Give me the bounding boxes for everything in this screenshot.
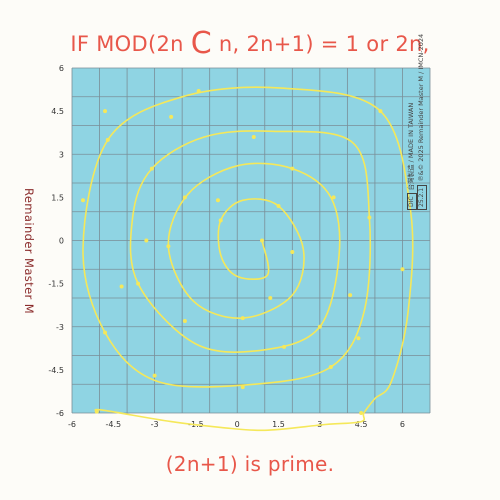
x-tick-label: -6 (68, 420, 76, 429)
spiral-point (282, 344, 287, 349)
spiral-point (356, 336, 361, 341)
spiral-point (136, 281, 141, 286)
spiral-point (359, 411, 364, 415)
credits-date-badge: 25.2.1 (417, 184, 427, 210)
spiral-point (215, 198, 220, 203)
spiral-point (182, 319, 187, 323)
x-tick-label: 4.5 (355, 420, 368, 429)
spiral-point (400, 267, 405, 272)
spiral-point (152, 373, 157, 378)
headline-after: n, 2n+1) = 1 or 2n, (211, 32, 430, 56)
spiral-point (94, 409, 99, 414)
spiral-point (103, 330, 108, 335)
spiral-point (276, 204, 281, 208)
spiral-point (218, 218, 223, 223)
spiral-point (182, 195, 187, 200)
spiral-point (317, 324, 322, 329)
y-tick-label: 6 (59, 64, 64, 73)
headline-big-letter: C (190, 26, 212, 61)
spiral-point (290, 166, 295, 171)
x-tick-label: 1.5 (272, 420, 285, 429)
footline: (2n+1) is prime. (165, 452, 335, 476)
spiral-point (169, 114, 174, 119)
x-tick-label: -4.5 (106, 420, 122, 429)
y-tick-label: 3 (59, 150, 64, 159)
x-tick-label: 6 (400, 420, 405, 429)
side-title: Remainder Master M (22, 187, 36, 315)
spiral-point (240, 316, 245, 321)
spiral-point (260, 238, 265, 243)
spiral-point (367, 215, 372, 220)
spiral-layer (81, 86, 414, 432)
headline-before: IF MOD(2n (70, 32, 191, 56)
spiral-point (328, 365, 333, 369)
spiral-point (251, 135, 256, 139)
spiral-point (105, 137, 110, 142)
spiral-point (348, 293, 353, 298)
spiral-point (378, 109, 383, 114)
spiral-point (290, 250, 295, 254)
spiral-point (144, 238, 149, 243)
x-tick-label: -3 (151, 420, 159, 429)
spiral-point (196, 89, 201, 93)
headline: IF MOD(2n C n, 2n+1) = 1 or 2n, (0, 26, 500, 61)
spiral-point (166, 244, 171, 249)
x-tick-label: 0 (235, 420, 240, 429)
spiral-point (103, 109, 108, 114)
spiral-point (119, 284, 124, 289)
y-tick-label: -6 (56, 409, 64, 418)
spiral-point (331, 195, 336, 200)
y-tick-label: 1.5 (51, 193, 64, 202)
spiral-point (81, 198, 86, 203)
spiral-point (240, 385, 245, 390)
spiral-point (268, 296, 273, 300)
credits-line-1: 台灣製造 / MADE IN TAIWAN (407, 102, 415, 191)
credits-line-2: ℗&© 2025 Remainder Master M / IMCN-2024 (417, 33, 425, 182)
spiral-line (82, 86, 414, 432)
credits-badge: DIC (407, 193, 417, 210)
y-tick-label: -4.5 (48, 366, 64, 375)
y-tick-label: 0 (59, 237, 64, 246)
spiral-point (149, 166, 154, 171)
credits-block: DIC 台灣製造 / MADE IN TAIWAN 25.2.1 ℗&© 2025 … (407, 10, 427, 210)
y-tick-label: -1.5 (48, 280, 64, 289)
y-tick-label: -3 (56, 323, 64, 332)
y-tick-label: 4.5 (51, 107, 64, 116)
